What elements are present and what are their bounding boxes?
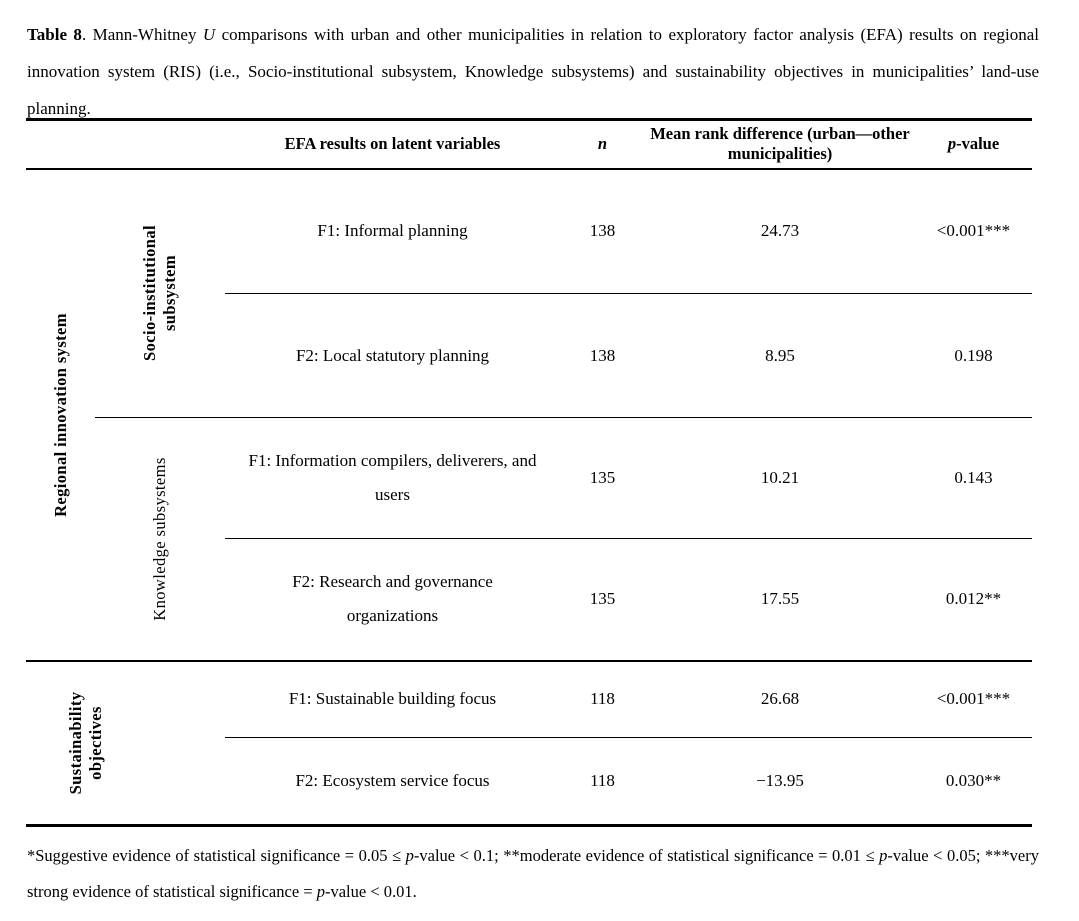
cell-n: 118 [560,737,645,827]
table-row-local-statutory-planning: F2: Local statutory planning 138 8.95 0.… [26,293,1032,418]
subgroup-label-knowledge-subsystems: Knowledge subsystems [95,417,225,662]
significance-footnote: *Suggestive evidence of statistical sign… [27,846,1040,901]
table-row-informal-planning: Regional innovation system Socio-institu… [26,168,1032,662]
table-caption: Table 8. Mann-Whitney U comparisons with… [27,25,1040,118]
cell-p-value: 0.030** [915,737,1032,827]
header-subgroup-spacer [95,119,225,170]
cell-factor: F2: Ecosystem service focus [225,737,560,827]
cell-p-value: <0.001*** [915,660,1032,738]
header-n: n [560,119,645,170]
cell-mean-rank: −13.95 [645,737,915,827]
table-row-information-compilers: Knowledge subsystems F1: Information com… [26,417,1032,662]
cell-factor: F2: Local statutory planning [225,293,560,418]
cell-factor: F2: Research and governance organization… [225,538,560,662]
header-row: EFA results on latent variables n Mean r… [26,119,1032,170]
cell-n: 138 [560,168,645,294]
header-efa-results: EFA results on latent variables [225,119,560,170]
table-row-sustainable-building: Sustainability objectives F1: Sustainabl… [26,660,1032,827]
group-label-text: Sustainability objectives [65,691,105,795]
subgroup-label-text: Socio-institutional subsystem [140,225,179,362]
cell-p-value: 0.198 [915,293,1032,418]
cell-mean-rank: 26.68 [645,660,915,738]
cell-mean-rank: 10.21 [645,417,915,539]
subgroup-label-socio-institutional: Socio-institutional subsystem [95,168,225,418]
results-table: EFA results on latent variables n Mean r… [26,118,1032,827]
cell-factor: F1: Sustainable building focus [225,660,560,738]
table-row-ecosystem-service: F2: Ecosystem service focus 118 −13.95 0… [26,737,1032,827]
table-row-research-governance: F2: Research and governance organization… [26,538,1032,662]
cell-mean-rank: 24.73 [645,168,915,294]
group-label-text: Regional innovation system [50,312,70,517]
cell-n: 135 [560,538,645,662]
cell-n: 118 [560,660,645,738]
cell-factor: F1: Information compilers, deliverers, a… [225,417,560,539]
cell-n: 138 [560,293,645,418]
subgroup-label-text: Knowledge subsystems [150,457,169,621]
header-p-value: p-value [915,119,1032,170]
cell-factor: F1: Informal planning [225,168,560,294]
group-label-regional-innovation-system: Regional innovation system [26,168,95,662]
cell-mean-rank: 17.55 [645,538,915,662]
header-mean-rank-difference: Mean rank difference (urban—other munici… [645,119,915,170]
header-group-spacer [26,119,95,170]
cell-p-value: 0.012** [915,538,1032,662]
cell-mean-rank: 8.95 [645,293,915,418]
cell-p-value: 0.143 [915,417,1032,539]
group-label-sustainability-objectives: Sustainability objectives [26,660,225,827]
cell-n: 135 [560,417,645,539]
cell-p-value: <0.001*** [915,168,1032,294]
